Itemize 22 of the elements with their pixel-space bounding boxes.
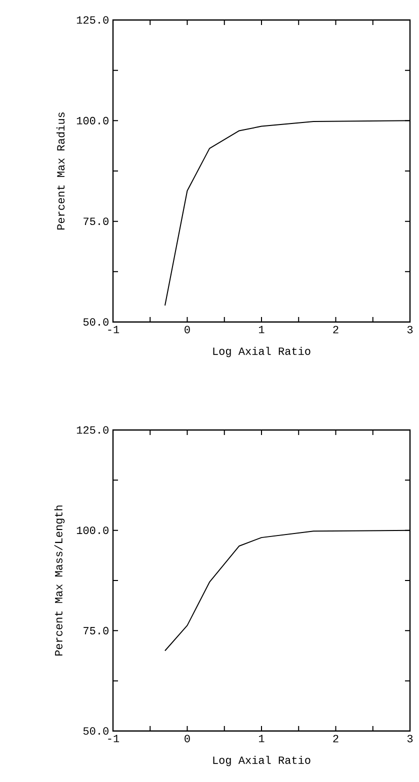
x-tick-label: 0 — [184, 326, 190, 334]
y-tick-label: 100.0 — [76, 116, 108, 124]
y-tick-label: 50.0 — [83, 727, 108, 735]
x-tick-label: -1 — [108, 734, 120, 742]
x-tick-label: 1 — [258, 326, 264, 334]
y-tick-label: 75.0 — [84, 626, 108, 634]
y-tick-label: 75.0 — [84, 218, 108, 226]
y-tick-label: 100.0 — [76, 526, 108, 534]
x-axis-title: Log Axial Ratio — [213, 756, 310, 766]
y-tick-label: 125.0 — [76, 16, 108, 24]
x-tick-label: 2 — [333, 734, 338, 742]
x-tick-label: 3 — [407, 326, 413, 334]
x-tick-label: -1 — [108, 326, 120, 334]
y-tick-label: 50.0 — [83, 318, 108, 326]
y-axis-title: Percent Max Mass/Length — [54, 506, 65, 656]
x-tick-label: 3 — [407, 734, 413, 742]
y-tick-label: 125.0 — [76, 426, 108, 434]
x-tick-label: 1 — [258, 734, 264, 742]
x-tick-label: 2 — [333, 326, 338, 334]
y-axis-title: Percent Max Radius — [56, 112, 65, 230]
x-axis-title: Log Axial Ratio — [213, 346, 310, 358]
x-tick-label: 0 — [184, 734, 190, 742]
